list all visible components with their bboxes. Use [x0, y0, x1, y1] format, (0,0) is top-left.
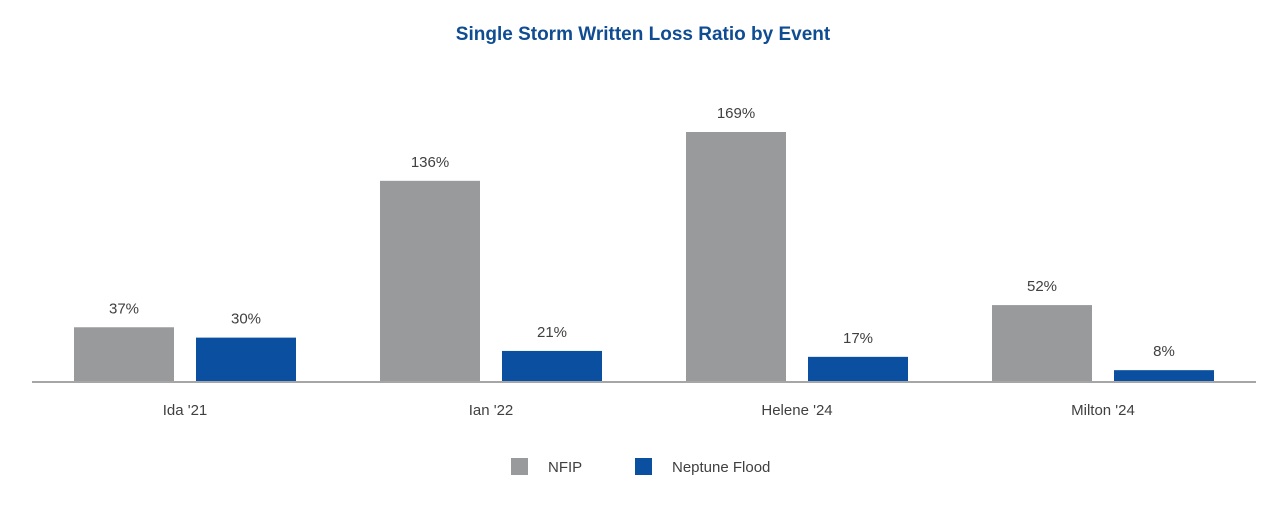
data-label-neptune-flood-3: 17% — [843, 330, 873, 347]
legend-label-nfip: NFIP — [548, 459, 582, 476]
data-label-neptune-flood-1: 30% — [231, 311, 261, 328]
bar-neptune-flood-3 — [808, 356, 908, 382]
data-label-nfip-2: 136% — [411, 154, 449, 171]
x-tick-label: Helene '24 — [761, 402, 832, 419]
data-label-nfip-1: 37% — [109, 300, 139, 317]
chart-title: Single Storm Written Loss Ratio by Event — [455, 24, 831, 45]
bar-nfip-3 — [686, 132, 786, 382]
x-tick-label: Ian '22 — [469, 402, 514, 419]
legend-swatch-neptune-flood — [635, 458, 652, 475]
bar-neptune-flood-1 — [196, 337, 296, 382]
x-tick-label: Milton '24 — [1071, 402, 1135, 419]
data-label-nfip-3: 169% — [717, 105, 755, 122]
bar-nfip-1 — [74, 327, 174, 382]
data-label-nfip-4: 52% — [1027, 278, 1057, 295]
legend-label-neptune-flood: Neptune Flood — [672, 459, 770, 476]
bar-neptune-flood-4 — [1114, 370, 1214, 382]
bar-nfip-4 — [992, 305, 1092, 382]
bar-neptune-flood-2 — [502, 350, 602, 382]
labels-layer: 37% 30% Ida '21 136% 21% Ian '22 169% 17% Helene… — [109, 105, 1175, 419]
data-label-neptune-flood-4: 8% — [1153, 343, 1175, 360]
legend-swatch-nfip — [511, 458, 528, 475]
legend: NFIP Neptune Flood — [511, 458, 770, 476]
bar-nfip-2 — [380, 180, 480, 382]
data-label-neptune-flood-2: 21% — [537, 324, 567, 341]
bars-layer — [74, 132, 1214, 382]
x-tick-label: Ida '21 — [163, 402, 208, 419]
